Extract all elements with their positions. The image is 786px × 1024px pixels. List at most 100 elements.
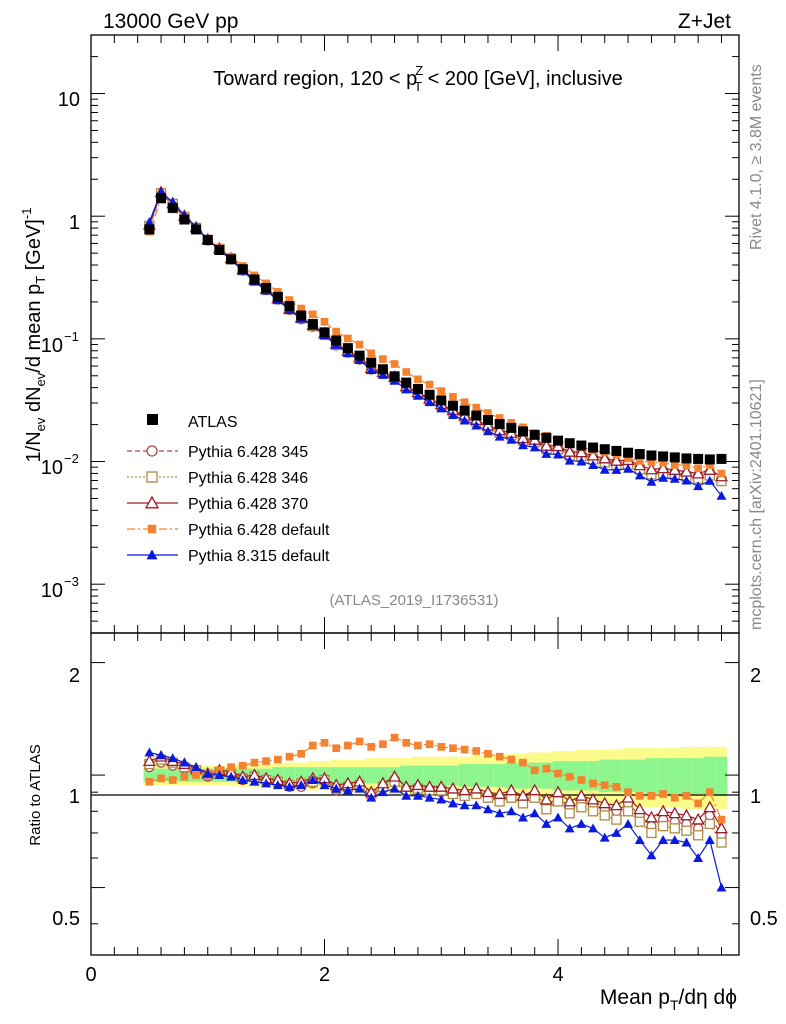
main-point-pythia-8-315-default	[424, 397, 435, 407]
main-point-pythia-6-428-370	[703, 463, 717, 475]
ratio-point-pythia-8-315-default	[272, 780, 283, 790]
ratio-point-pythia-6-428-370	[609, 798, 623, 811]
ratio-point-pythia-8-315-default	[611, 828, 622, 837]
main-point-pythia-8-315-default	[599, 464, 610, 474]
ratio-point-pythia-8-315-default	[564, 823, 575, 833]
ratio-point-pythia-6-428-346	[587, 806, 599, 817]
ratio-band-inner	[528, 762, 541, 789]
ratio-point-pythia-6-428-default	[180, 772, 189, 781]
ratio-band-inner	[330, 767, 343, 784]
ratio-point-pythia-6-428-default	[157, 774, 165, 783]
ratio-point-pythia-6-428-370	[574, 789, 588, 801]
ratio-point-pythia-6-428-370	[446, 781, 460, 794]
main-point-atlas	[611, 445, 622, 456]
ratio-point-pythia-6-428-default	[449, 744, 457, 753]
ratio-point-pythia-6-428-default	[577, 776, 586, 784]
main-point-pythia-6-428-default	[659, 458, 667, 467]
main-point-pythia-8-315-default	[366, 365, 377, 375]
ratio-point-pythia-8-315-default	[436, 794, 447, 804]
ratio-point-pythia-6-428-default	[437, 743, 446, 751]
main-point-pythia-6-428-default	[449, 393, 457, 401]
ratio-point-pythia-8-315-default	[541, 818, 552, 828]
main-point-pythia-8-315-default	[611, 464, 622, 474]
main-point-pythia-6-428-370	[656, 461, 670, 474]
ratio-band-inner	[680, 758, 693, 794]
ratio-point-pythia-6-428-370	[598, 796, 612, 809]
ratio-point-pythia-6-428-default	[344, 741, 352, 750]
ratio-point-pythia-6-428-346	[657, 821, 669, 832]
main-point-atlas	[436, 395, 447, 406]
ratio-point-pythia-6-428-default	[262, 757, 270, 765]
main-point-atlas	[261, 282, 272, 293]
ratio-point-pythia-6-428-default	[484, 749, 492, 758]
main-point-pythia-8-315-default	[518, 440, 528, 450]
ratio-point-pythia-8-315-default	[506, 806, 517, 816]
main-point-pythia-6-428-default	[460, 398, 469, 407]
main-point-pythia-6-428-default	[670, 461, 679, 469]
main-point-atlas	[191, 224, 202, 235]
main-point-atlas	[389, 371, 400, 382]
ratio-point-pythia-6-428-370	[714, 821, 728, 834]
main-point-atlas	[459, 405, 470, 416]
legend-label-pythia-6-428-345: Pythia 6.428 345	[188, 444, 308, 461]
main-point-atlas	[249, 274, 260, 285]
process-label: Z+Jet	[678, 10, 731, 33]
ratio-point-pythia-6-428-370	[493, 787, 507, 799]
ratio-point-pythia-6-428-346	[599, 810, 610, 821]
ratio-band-inner	[143, 768, 156, 782]
main-point-pythia-6-428-default	[379, 355, 387, 363]
main-point-pythia-6-428-default	[705, 461, 714, 469]
ratio-point-pythia-6-428-default	[425, 740, 434, 748]
ratio-point-pythia-8-315-default	[284, 781, 295, 791]
ratio-point-pythia-6-428-default	[705, 788, 714, 797]
ratio-point-pythia-6-428-370	[703, 800, 717, 813]
main-point-atlas	[482, 415, 493, 426]
ratio-point-pythia-6-428-370	[469, 781, 483, 794]
ratio-point-pythia-6-428-346	[704, 818, 715, 830]
legend-entry-pythia-6-428-346: Pythia 6.428 346	[127, 470, 308, 487]
main-point-pythia-8-315-default	[669, 473, 680, 483]
legend-entry-atlas: ATLAS	[147, 414, 238, 431]
ratio-point-pythia-8-315-default	[693, 853, 704, 862]
ratio-point-pythia-8-315-default	[377, 787, 388, 797]
main-point-atlas	[331, 335, 342, 346]
legend-marker-pythia-6-428-370	[144, 495, 160, 509]
legend-label-pythia-8-315-default: Pythia 8.315 default	[188, 548, 330, 565]
ratio-point-pythia-6-428-default	[355, 737, 364, 746]
main-ytick-label-1: 1	[69, 212, 80, 234]
ratio-point-pythia-8-315-default	[342, 785, 353, 795]
main-point-pythia-6-428-default	[414, 375, 422, 384]
main-point-pythia-6-428-default	[717, 469, 726, 478]
main-point-pythia-6-428-370	[598, 451, 612, 464]
main-point-pythia-6-428-default	[624, 454, 632, 463]
ratio-point-pythia-8-315-default	[646, 850, 657, 860]
main-point-pythia-6-428-370	[644, 462, 658, 475]
main-point-pythia-6-428-default	[472, 403, 481, 412]
ratio-point-pythia-8-315-default	[599, 832, 610, 842]
main-point-atlas	[506, 422, 517, 433]
ratio-point-pythia-6-428-370	[388, 769, 402, 782]
ratio-point-pythia-6-428-346	[692, 830, 704, 841]
main-point-atlas	[319, 327, 330, 338]
ratio-point-pythia-8-315-default	[704, 835, 715, 845]
main-frame	[90, 34, 740, 634]
ratio-band-inner	[633, 759, 646, 793]
ratio-point-pythia-8-315-default	[424, 792, 435, 802]
rivet-version-label: Rivet 4.1.0, ≥ 3.8M events	[748, 64, 765, 250]
ratio-point-pythia-8-315-default	[459, 800, 470, 810]
ratio-point-pythia-8-315-default	[144, 747, 155, 757]
main-point-atlas	[237, 264, 248, 275]
main-point-pythia-8-315-default	[646, 476, 657, 486]
main-ytick-label-1e-2: 10 −2	[41, 451, 79, 479]
ratio-point-pythia-6-428-370	[504, 783, 518, 796]
ratio-point-pythia-8-315-default	[331, 783, 342, 793]
ratio-point-pythia-8-315-default	[366, 792, 377, 802]
ratio-point-pythia-6-428-default	[717, 815, 726, 824]
main-point-atlas	[366, 357, 377, 368]
ratio-panel	[90, 617, 740, 956]
ratio-band-inner	[365, 767, 378, 784]
legend-label-pythia-6-428-default: Pythia 6.428 default	[188, 522, 330, 539]
ratio-band-inner	[598, 759, 611, 793]
ratio-point-pythia-6-428-370	[563, 794, 577, 807]
